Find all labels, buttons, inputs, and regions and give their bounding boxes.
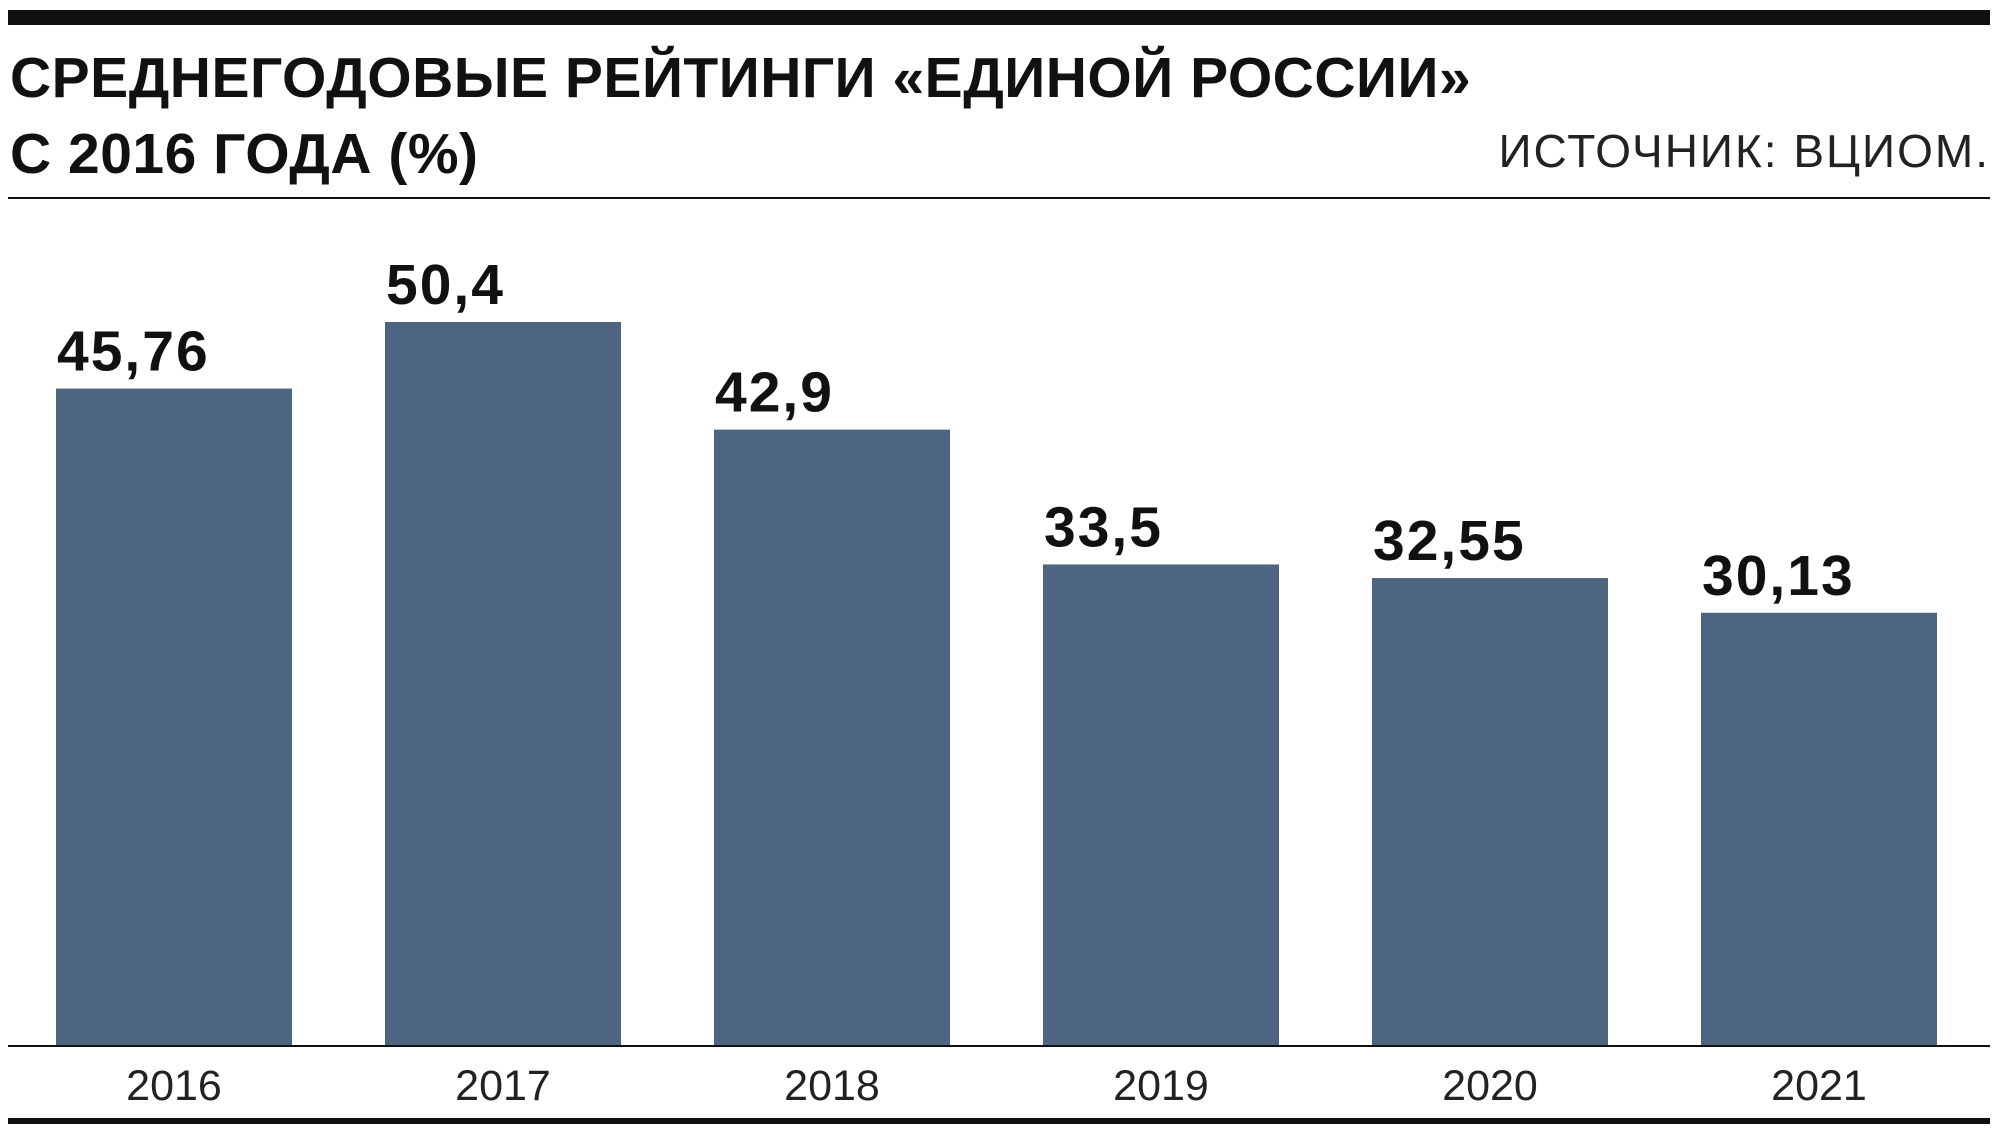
value-label: 33,5 — [1044, 495, 1163, 559]
bar — [56, 388, 292, 1045]
value-label: 45,76 — [57, 320, 210, 384]
bar — [1372, 578, 1608, 1045]
x-tick-label: 2019 — [1113, 1062, 1209, 1110]
bar — [385, 322, 621, 1045]
x-tick-label: 2020 — [1442, 1062, 1538, 1110]
x-tick-label: 2016 — [126, 1062, 222, 1110]
baseline — [8, 1045, 1990, 1047]
bar — [1701, 612, 1937, 1045]
header-rule — [8, 197, 1990, 199]
bar — [1043, 564, 1279, 1045]
x-tick-label: 2021 — [1771, 1062, 1867, 1110]
value-label: 42,9 — [715, 361, 834, 425]
value-label: 30,13 — [1702, 544, 1855, 608]
source: ИСТОЧНИК: ВЦИОМ. — [1498, 125, 1990, 177]
value-label: 50,4 — [386, 253, 505, 317]
x-tick-label: 2018 — [784, 1062, 880, 1110]
value-label: 32,55 — [1373, 509, 1526, 573]
bottom-rule — [8, 1118, 1990, 1124]
x-tick-label: 2017 — [455, 1062, 551, 1110]
chart-title: СРЕДНЕГОДОВЫЕ РЕЙТИНГИ «ЕДИНОЙ РОССИИ» С… — [10, 46, 1472, 186]
top-rule — [8, 10, 1990, 25]
bar — [714, 429, 950, 1045]
